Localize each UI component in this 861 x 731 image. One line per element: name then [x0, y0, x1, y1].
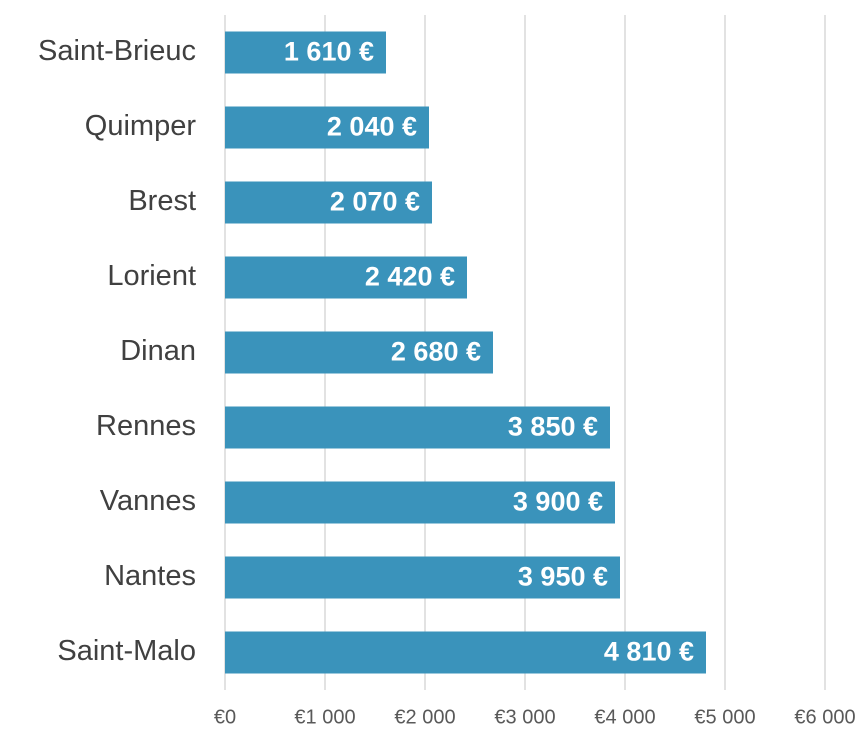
y-tick-label: Rennes [96, 410, 196, 442]
y-tick-label: Brest [128, 185, 196, 217]
bar [225, 481, 615, 524]
value-label: 2 680 € [391, 337, 481, 367]
bar [225, 331, 493, 374]
value-label: 2 420 € [365, 262, 455, 292]
bar [225, 556, 620, 599]
x-tick-label: €3 000 [494, 706, 555, 728]
y-tick-label: Dinan [120, 335, 196, 367]
x-tick-label: €0 [214, 706, 236, 728]
y-tick-label: Quimper [85, 110, 197, 142]
value-label: 3 900 € [513, 487, 603, 517]
x-tick-label: €6 000 [794, 706, 855, 728]
bar [225, 631, 706, 674]
y-tick-label: Saint-Malo [57, 635, 196, 667]
y-tick-label: Saint-Brieuc [38, 35, 196, 67]
value-label: 3 950 € [518, 562, 608, 592]
x-tick-label: €4 000 [594, 706, 655, 728]
y-tick-label: Lorient [107, 260, 196, 292]
bar [225, 31, 386, 74]
bar [225, 256, 467, 299]
bar [225, 406, 610, 449]
value-label: 2 070 € [330, 187, 420, 217]
bar [225, 106, 429, 149]
y-tick-label: Nantes [104, 560, 196, 592]
y-tick-label: Vannes [100, 485, 196, 517]
x-tick-label: €2 000 [394, 706, 455, 728]
value-label: 3 850 € [508, 412, 598, 442]
x-tick-label: €1 000 [294, 706, 355, 728]
x-tick-label: €5 000 [694, 706, 755, 728]
value-label: 4 810 € [604, 637, 694, 667]
bar [225, 181, 432, 224]
value-label: 2 040 € [327, 112, 417, 142]
value-label: 1 610 € [284, 37, 374, 67]
